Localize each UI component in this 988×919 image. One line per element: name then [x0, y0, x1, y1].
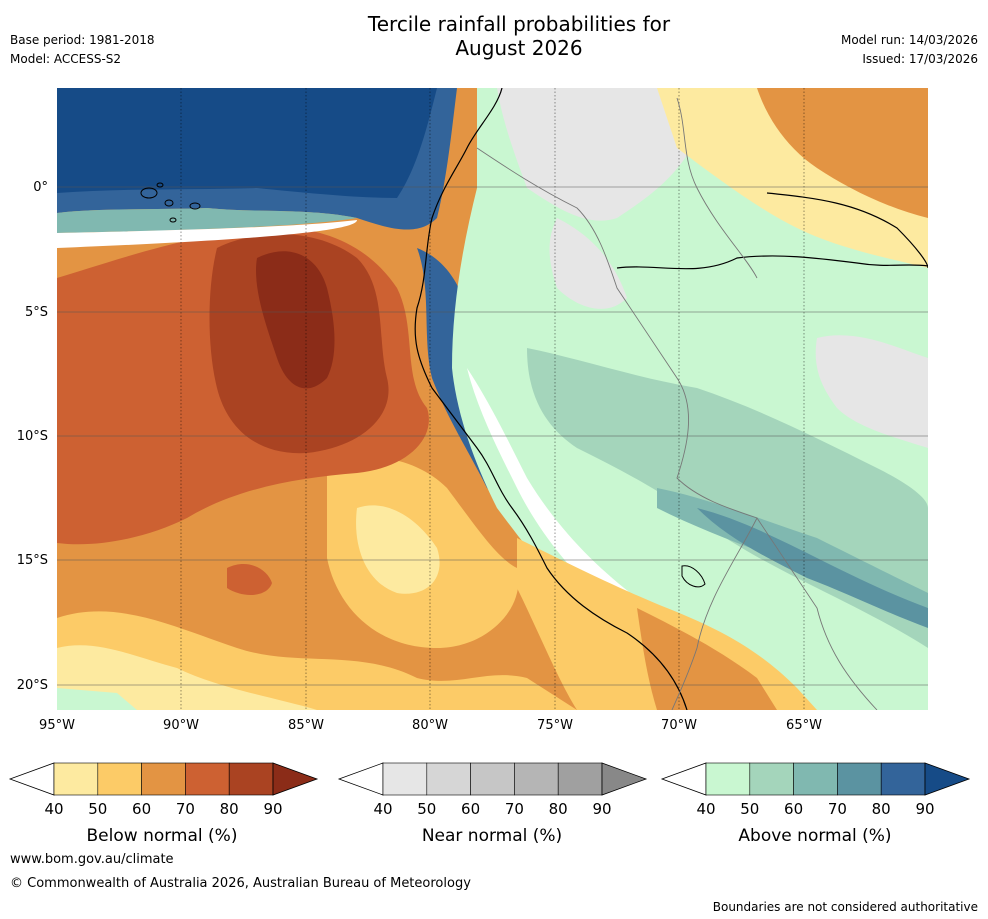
lat-label-15s: 15°S [16, 553, 48, 568]
land-near-normal-2 [549, 218, 627, 309]
colorbar-segment [514, 762, 559, 796]
below-normal-title: Below normal (%) [86, 826, 238, 846]
website-link[interactable]: www.bom.gov.au/climate [10, 852, 174, 867]
northeast-coastline [766, 192, 928, 269]
colorbar-tick-label: 60 [784, 800, 804, 818]
north-pacific-blue-inner [57, 88, 437, 198]
lat-label-10s: 10°S [16, 429, 48, 444]
colorbar-segment [426, 762, 471, 796]
colorbar-segment [880, 762, 926, 796]
title-line-2: August 2026 [455, 36, 583, 60]
colorbar-segment [185, 762, 230, 796]
colorbar-tick-label: 70 [175, 800, 195, 818]
lat-label-5s: 5°S [24, 305, 48, 320]
lake-titicaca [681, 565, 706, 588]
colorbar-above-normal [660, 762, 971, 796]
below-normal-core-90 [256, 251, 335, 389]
coastline [414, 88, 688, 710]
colorbar-segment [705, 762, 751, 796]
issued-date: Issued: 17/03/2026 [862, 52, 978, 66]
colorbar-segment [557, 762, 603, 796]
page-title: Tercile rainfall probabilities for Augus… [294, 12, 744, 60]
colorbar-segment [228, 762, 274, 796]
coastal-lightyellow-region [356, 505, 440, 594]
title-line-1: Tercile rainfall probabilities for [367, 12, 671, 36]
land-near-normal-east [815, 335, 928, 448]
lon-label-80w: 80°W [412, 718, 448, 733]
lon-label-85w: 85°W [288, 718, 324, 733]
land-above-normal-70 [697, 508, 928, 628]
colorbar-tick-label: 60 [132, 800, 152, 818]
colorbar-below-normal [8, 762, 319, 796]
colorbar-tick-label: 70 [827, 800, 847, 818]
colorbar-left-extension [337, 762, 384, 796]
colorbar-tick-label: 50 [417, 800, 437, 818]
copyright-notice: © Commonwealth of Australia 2026, Austra… [10, 876, 471, 891]
colorbar-tick-label: 40 [696, 800, 716, 818]
colorbar-right-extension [272, 762, 319, 796]
lon-label-65w: 65°W [786, 718, 822, 733]
colorbar-tick-label: 50 [740, 800, 760, 818]
colorbar-segment [53, 762, 99, 796]
colorbar-segment [97, 762, 142, 796]
colorbar-segment [470, 762, 515, 796]
colorbar-segment [382, 762, 428, 796]
colorbar-tick-label: 90 [263, 800, 283, 818]
northeast-below-normal-60 [757, 88, 928, 218]
colorbar-near-normal [337, 762, 648, 796]
colorbar-tick-label: 40 [373, 800, 393, 818]
south-land-below-normal-60 [637, 608, 777, 710]
amazon-river [616, 255, 928, 270]
latitude-lines [57, 186, 928, 686]
lon-label-75w: 75°W [537, 718, 573, 733]
galapagos-islands [140, 182, 201, 223]
southwest-green-strip [57, 688, 137, 710]
colorbar-segment [793, 762, 838, 796]
near-normal-title: Near normal (%) [421, 826, 563, 846]
colorbar-left-extension [660, 762, 707, 796]
colorbar-segment [749, 762, 794, 796]
colorbar-right-extension [601, 762, 648, 796]
colorbar-strip [8, 762, 971, 796]
graticule [180, 88, 805, 710]
lat-label-20s: 20°S [16, 678, 48, 693]
above-normal-title: Above normal (%) [738, 826, 892, 846]
colorbar-tick-label: 80 [548, 800, 568, 818]
colorbar-tick-label: 60 [461, 800, 481, 818]
north-pacific-transition [57, 208, 357, 233]
probability-map [57, 88, 928, 710]
model-name: Model: ACCESS-S2 [10, 52, 122, 66]
lat-label-0: 0° [33, 180, 48, 195]
boundary-disclaimer: Boundaries are not considered authoritat… [712, 900, 978, 914]
southern-lightyellow-region [57, 645, 317, 710]
colorbar-tick-label: 40 [44, 800, 64, 818]
colorbar-right-extension [924, 762, 971, 796]
lon-label-70w: 70°W [661, 718, 697, 733]
lon-label-90w: 90°W [163, 718, 199, 733]
colorbar-tick-label: 80 [871, 800, 891, 818]
lon-label-95w: 95°W [39, 718, 75, 733]
colorbar-segment [837, 762, 882, 796]
model-run: Model run: 14/03/2026 [840, 33, 978, 47]
country-borders [476, 97, 878, 710]
colorbar-segment [141, 762, 186, 796]
colorbar-left-extension [8, 762, 55, 796]
base-period: Base period: 1981-2018 [10, 33, 155, 47]
colorbar-tick-label: 90 [592, 800, 612, 818]
below-normal-spot [227, 563, 272, 595]
colorbar-tick-label: 70 [504, 800, 524, 818]
colorbar-tick-label: 50 [88, 800, 108, 818]
land-near-normal [497, 88, 697, 221]
colorbar-tick-label: 90 [915, 800, 935, 818]
colorbar-tick-label: 80 [219, 800, 239, 818]
north-pacific-white-band [57, 220, 357, 248]
